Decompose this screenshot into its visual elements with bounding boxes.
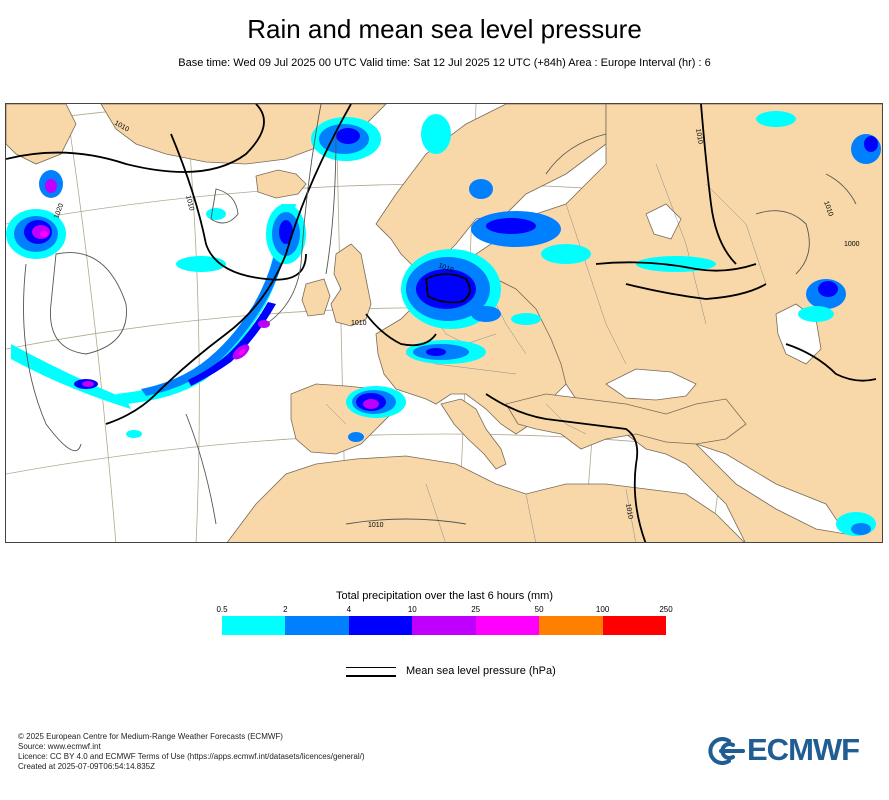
italy-land xyxy=(440,398,507,470)
black-sea xyxy=(605,368,697,401)
scale-swatch xyxy=(412,616,476,635)
isobar-label: 1010 xyxy=(822,200,834,217)
scale-tick: 250 xyxy=(659,605,673,614)
ecmwf-logo[interactable]: ECMWF xyxy=(707,732,877,767)
ireland-land xyxy=(301,278,331,317)
copyright-line: © 2025 European Centre for Medium-Range … xyxy=(18,732,283,741)
scale-tick: 25 xyxy=(471,605,481,614)
scale-tick: 100 xyxy=(595,605,610,614)
scale-swatch xyxy=(475,616,540,635)
isobar-label: 1020 xyxy=(53,203,65,220)
page-title: Rain and mean sea level pressure xyxy=(247,14,642,44)
isobar-label: 1010 xyxy=(368,522,384,529)
isobars xyxy=(6,104,877,542)
isobar-label: 1010 xyxy=(184,195,195,212)
iceland-land xyxy=(255,169,307,199)
isobar-label: 1010 xyxy=(694,128,704,145)
scale-swatch xyxy=(285,616,349,635)
ecmwf-logo-icon xyxy=(708,737,745,765)
map-canvas: 1010 1020 1010 1010 1010 1010 1000 1010 … xyxy=(6,104,882,542)
northwest-land xyxy=(6,104,77,165)
footer-credits: © 2025 European Centre for Medium-Range … xyxy=(18,732,365,772)
created-line: Created at 2025-07-09T06:54:14.835Z xyxy=(18,762,155,771)
page-subtitle: Base time: Wed 09 Jul 2025 00 UTC Valid … xyxy=(178,57,711,69)
mslp-legend-lines xyxy=(346,667,396,677)
source-line: Source: www.ecmwf.int xyxy=(18,742,101,751)
britain-land xyxy=(330,243,372,327)
precip-scale-labels: 0.5 2 4 10 25 50 100 250 xyxy=(216,605,672,617)
scale-swatch xyxy=(348,616,413,635)
greenland-land xyxy=(100,104,387,165)
scale-swatch xyxy=(539,616,603,635)
isobar-labels: 1010 1020 1010 1010 1010 1010 1000 1010 … xyxy=(53,120,859,529)
isobar-label: 1010 xyxy=(624,503,634,520)
forecast-map[interactable]: 1010 1020 1010 1010 1010 1010 1000 1010 … xyxy=(5,103,883,543)
precip-legend-title: Total precipitation over the last 6 hour… xyxy=(335,590,554,602)
scale-swatch xyxy=(602,616,666,635)
balkans-land xyxy=(505,393,747,450)
licence-line: Licence: CC BY 4.0 and ECMWF Terms of Us… xyxy=(18,752,365,761)
precipitation xyxy=(6,111,881,536)
scale-tick: 4 xyxy=(346,605,352,614)
scale-tick: 10 xyxy=(407,605,417,614)
ecmwf-logo-text: ECMWF xyxy=(747,732,860,767)
scale-tick: 50 xyxy=(534,605,544,614)
north-africa-land xyxy=(227,455,745,542)
mslp-legend-label: Mean sea level pressure (hPa) xyxy=(406,665,556,677)
isobar-label: 1010 xyxy=(351,320,367,327)
white-sea xyxy=(645,203,682,240)
scale-tick: 0.5 xyxy=(216,605,228,614)
precip-color-scale xyxy=(222,616,666,635)
scale-swatch xyxy=(222,616,286,635)
isobar-label: 1010 xyxy=(437,262,454,274)
isobar-label: 1000 xyxy=(844,241,860,248)
scale-tick: 2 xyxy=(283,605,288,614)
